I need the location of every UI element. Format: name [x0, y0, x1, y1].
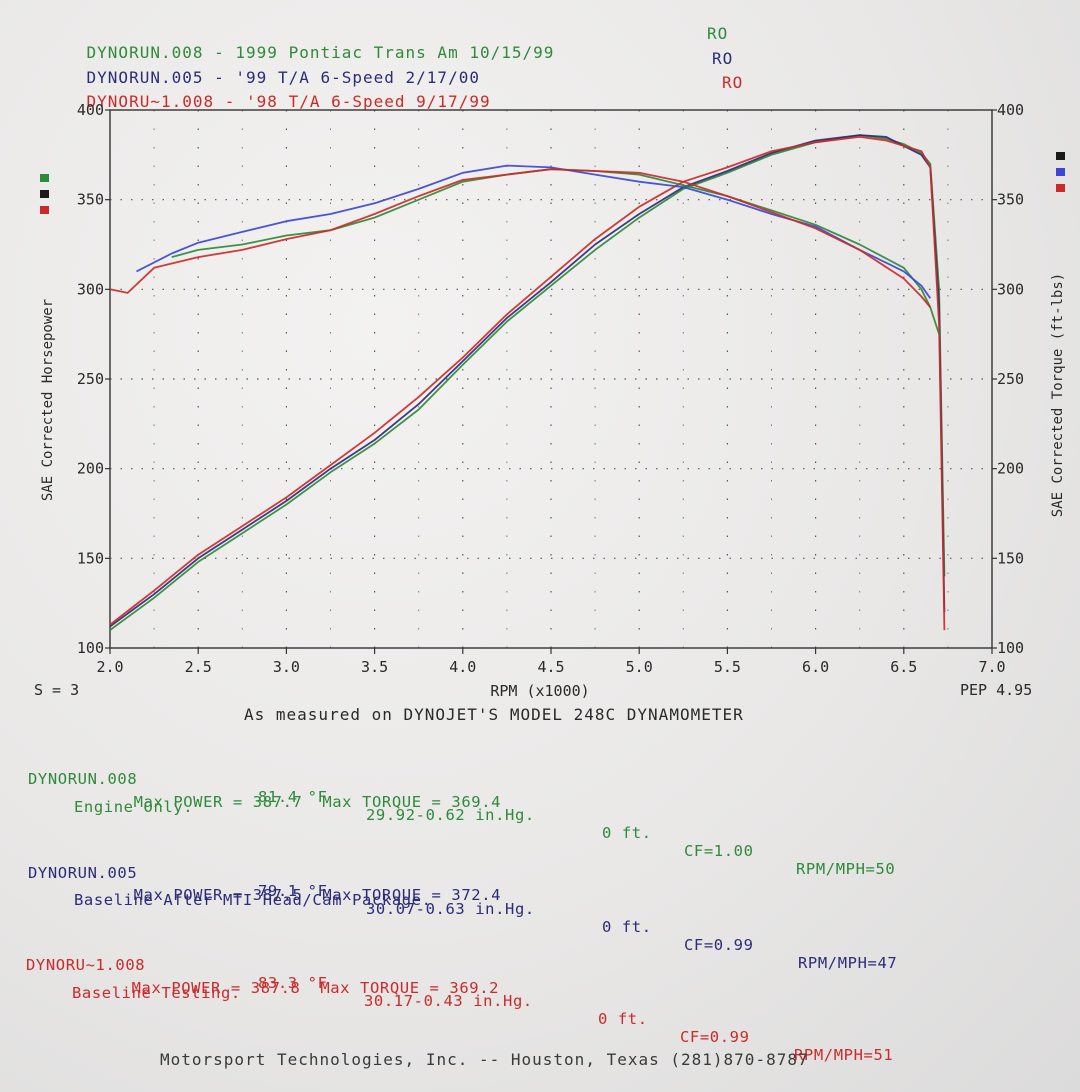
run-header-file: DYNORU~1.008: [86, 92, 215, 111]
x-tick-label: 6.0: [802, 658, 829, 676]
x-tick-label: 4.0: [449, 658, 476, 676]
x-tick-label: 5.0: [626, 658, 653, 676]
y-tick-label-left: 150: [77, 549, 104, 567]
x-tick-label: 3.5: [361, 658, 388, 676]
legend-square-left-1: [40, 190, 49, 198]
y-tick-label-right: 400: [997, 101, 1024, 119]
summary-max-power: Max POWER = 387.5: [133, 886, 303, 904]
summary-temp: 79.1 °F: [258, 882, 328, 900]
summary-temp: 81.4 °F: [258, 788, 328, 806]
summary-note: Baseline After MTI Head/Cam Package.: [74, 891, 432, 909]
run-header-code: RO: [707, 24, 729, 43]
y-tick-label-left: 200: [77, 460, 104, 478]
summary-temp: 83.3 °F: [258, 974, 328, 992]
run-header-0: DYNORUN.008 - 1999 Pontiac Trans Am 10/1…: [86, 24, 729, 62]
y-tick-label-left: 350: [77, 191, 104, 209]
y-axis-label-left: SAE Corrected Horsepower: [40, 299, 56, 501]
y-tick-label-right: 300: [997, 280, 1024, 298]
summary-alt: 0 ft.: [602, 918, 652, 936]
run-header-desc: '99 T/A 6-Speed 2/17/00: [235, 68, 480, 87]
series-line-4: [136, 164, 932, 299]
summary-file: DYNORUN.008: [28, 770, 138, 788]
y-tick-label-right: 200: [997, 460, 1024, 478]
summary-note: Baseline Testing.: [72, 984, 241, 1002]
summary-file: DYNORU~1.008: [26, 956, 146, 974]
summary-rpm-mph: RPM/MPH=51: [794, 1046, 894, 1064]
dyno-measured-note: As measured on DYNOJET'S MODEL 248C DYNA…: [244, 705, 744, 724]
summary-alt: 0 ft.: [602, 824, 652, 842]
legend-square-right-0: [1056, 152, 1065, 160]
run-header-2: DYNORU~1.008 - '98 T/A 6-Speed 9/17/99 R…: [86, 73, 744, 111]
y-tick-label-right: 250: [997, 370, 1024, 388]
series-line-3: [171, 168, 940, 335]
x-tick-label: 3.0: [273, 658, 300, 676]
summary-pressure: 29.92-0.62 in.Hg.: [366, 806, 535, 824]
series-line-2: [109, 135, 946, 631]
x-tick-label: 6.5: [890, 658, 917, 676]
x-tick-label: 5.5: [714, 658, 741, 676]
chart-series: [109, 134, 946, 631]
smoothing-label: S = 3: [34, 681, 80, 699]
footer-company: Motorsport Technologies, Inc. -- Houston…: [160, 1050, 809, 1069]
series-line-1: [109, 134, 946, 628]
run-header-code: RO: [722, 73, 744, 92]
legend-square-right-2: [1056, 184, 1065, 192]
x-tick-label: 4.5: [537, 658, 564, 676]
summary-note: Engine Only.: [74, 798, 194, 816]
x-tick-label: 2.5: [185, 658, 212, 676]
y-tick-label-left: 400: [77, 101, 104, 119]
run-header-file: DYNORUN.005: [86, 68, 204, 87]
legend-square-right-1: [1056, 168, 1065, 176]
y-tick-label-left: 100: [77, 639, 104, 657]
summary-pressure: 30.17-0.43 in.Hg.: [364, 992, 533, 1010]
run-header-code: RO: [712, 49, 734, 68]
summary-cf: CF=0.99: [684, 936, 754, 954]
summary-cf: CF=0.99: [680, 1028, 750, 1046]
y-tick-label-left: 300: [77, 280, 104, 298]
run-header-desc: 1999 Pontiac Trans Am 10/15/99: [235, 43, 555, 62]
legend-square-left-0: [40, 174, 49, 182]
y-axis-label-right: SAE Corrected Torque (ft-lbs): [1050, 273, 1066, 517]
summary-max-power: Max POWER = 387.8: [131, 979, 301, 997]
summary-max-torque: Max TORQUE = 369.4: [322, 793, 502, 811]
summary-rpm-mph: RPM/MPH=50: [796, 860, 896, 878]
x-axis-label: RPM (x1000): [490, 682, 589, 700]
summary-max-power: Max POWER = 387.7: [133, 793, 303, 811]
summary-file: DYNORUN.005: [28, 864, 138, 882]
series-line-0: [109, 134, 946, 631]
run-header-file: DYNORUN.008: [86, 43, 204, 62]
summary-rpm-mph: RPM/MPH=47: [798, 954, 898, 972]
run-header-1: DYNORUN.005 - '99 T/A 6-Speed 2/17/00 RO: [86, 49, 734, 87]
x-tick-label: 2.0: [96, 658, 123, 676]
pep-label: PEP 4.95: [960, 681, 1033, 699]
summary-max-torque: Max TORQUE = 369.2: [320, 979, 500, 997]
run-header-desc: '98 T/A 6-Speed 9/17/99: [246, 92, 491, 111]
y-tick-label-right: 100: [997, 639, 1024, 657]
summary-alt: 0 ft.: [598, 1010, 648, 1028]
y-tick-label-right: 150: [997, 549, 1024, 567]
summary-max-torque: Max TORQUE = 372.4: [322, 886, 502, 904]
chart-grid: [110, 110, 992, 648]
x-tick-label: 7.0: [978, 658, 1005, 676]
summary-cf: CF=1.00: [684, 842, 754, 860]
y-tick-label-right: 350: [997, 191, 1024, 209]
series-line-5: [109, 168, 931, 308]
summary-pressure: 30.07-0.63 in.Hg.: [366, 900, 535, 918]
legend-square-left-2: [40, 206, 49, 214]
y-tick-label-left: 250: [77, 370, 104, 388]
